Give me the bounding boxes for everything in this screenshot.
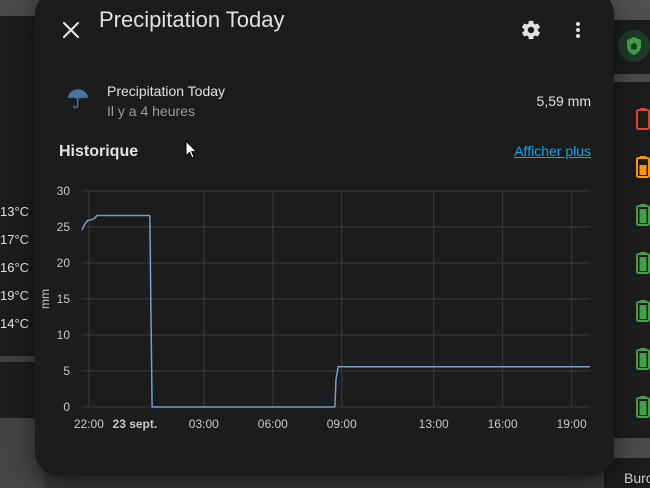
- battery-icon: [636, 156, 650, 178]
- x-tick-label: 16:00: [488, 417, 518, 431]
- x-tick-label: 22:00: [74, 417, 104, 431]
- background-temperature: 17°C: [0, 232, 30, 247]
- y-tick-label: 20: [57, 256, 71, 270]
- dialog-title: Precipitation Today: [99, 7, 285, 32]
- background-label: Burc: [624, 470, 650, 486]
- x-tick-label: 09:00: [327, 417, 357, 431]
- close-button[interactable]: [51, 10, 91, 50]
- more-info-dialog: Precipitation Today Precipitation Today …: [35, 0, 614, 476]
- background-temperature: 19°C: [0, 288, 30, 303]
- background-card: [604, 458, 650, 488]
- y-tick-label: 10: [57, 328, 71, 342]
- x-tick-label: 03:00: [189, 417, 219, 431]
- y-tick-label: 30: [57, 184, 71, 198]
- precipitation-series-line: [81, 214, 590, 408]
- history-heading: Historique: [59, 143, 139, 160]
- entity-row: Precipitation Today Il y a 4 heures 5,59…: [59, 80, 591, 130]
- umbrella-icon: [67, 89, 89, 109]
- x-tick-label: 19:00: [557, 417, 587, 431]
- x-tick-label: 06:00: [258, 417, 288, 431]
- y-tick-label: 5: [63, 364, 70, 378]
- battery-icon: [636, 396, 650, 418]
- entity-state-value: 5,59 mm: [536, 93, 591, 109]
- mouse-cursor-icon: [185, 140, 198, 159]
- y-axis-label: mm: [38, 289, 52, 309]
- battery-icon: [636, 108, 650, 130]
- battery-icon: [636, 348, 650, 370]
- y-tick-label: 15: [57, 292, 71, 306]
- background-temperature: 16°C: [0, 260, 30, 275]
- close-icon: [62, 21, 80, 39]
- show-more-link[interactable]: Afficher plus: [514, 143, 591, 159]
- entity-name: Precipitation Today: [107, 83, 226, 99]
- background-temperature: 13°C: [0, 204, 30, 219]
- x-tick-label: 13:00: [419, 417, 449, 431]
- shield-badge[interactable]: [618, 30, 650, 62]
- settings-button[interactable]: [511, 10, 551, 50]
- x-tick-label: 23 sept.: [113, 417, 158, 431]
- y-tick-label: 0: [63, 400, 70, 414]
- gear-icon: [522, 20, 540, 40]
- entity-last-changed: Il y a 4 heures: [107, 103, 195, 119]
- battery-icon: [636, 300, 650, 322]
- battery-icon: [636, 204, 650, 226]
- background-temperature: 14°C: [0, 316, 30, 331]
- history-chart[interactable]: 0 5 10 15 20 25 30 22:00 23 sept. 03:00 06:00 09:00…: [35, 0, 614, 476]
- y-tick-label: 25: [57, 220, 71, 234]
- more-options-button[interactable]: [558, 10, 598, 50]
- entity-icon-wrapper: [65, 86, 91, 112]
- shield-home-icon: [627, 37, 641, 55]
- battery-icon: [636, 252, 650, 274]
- dots-vertical-icon: [576, 22, 580, 38]
